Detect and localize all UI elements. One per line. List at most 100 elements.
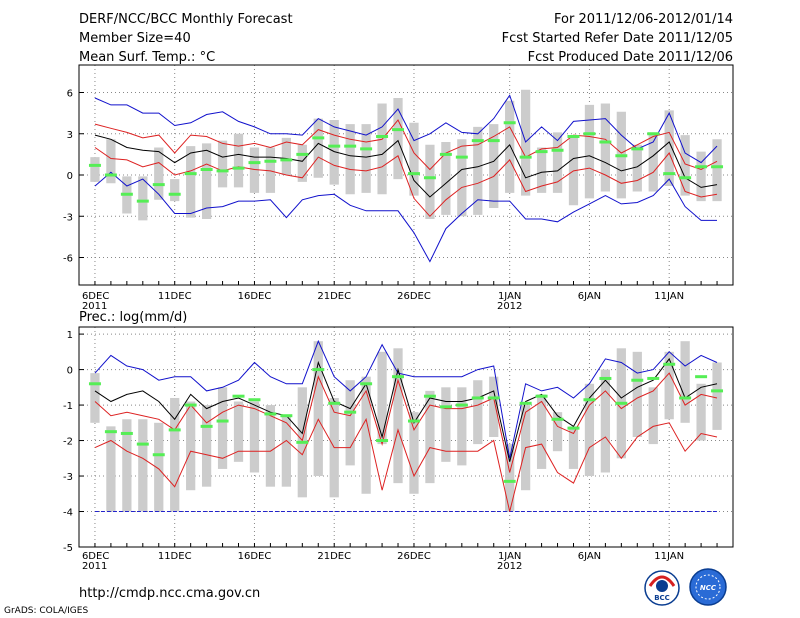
median-marker [296, 440, 309, 444]
spread-box [265, 147, 276, 193]
forecast-produced-date: Fcst Produced Date 2011/12/06 [528, 50, 733, 65]
median-marker [280, 414, 293, 418]
spread-box [233, 401, 244, 462]
median-marker [439, 405, 452, 409]
spread-box [489, 124, 499, 208]
y-tick-label: -6 [63, 254, 73, 265]
median-marker [232, 166, 245, 170]
spread-box [170, 179, 180, 202]
spread-box [281, 137, 291, 175]
spread-box [233, 133, 244, 188]
median-marker [280, 158, 293, 162]
median-marker [471, 396, 484, 400]
median-marker [535, 150, 548, 154]
spread-box [457, 139, 467, 217]
median-marker [312, 368, 325, 372]
spread-box [632, 351, 642, 437]
median-marker [120, 192, 133, 196]
series-line-max [94, 94, 718, 164]
median-marker [711, 389, 724, 393]
y-tick-label: -5 [63, 543, 73, 554]
spread-box [90, 373, 100, 423]
spread-box [552, 132, 563, 193]
spread-box [393, 348, 403, 484]
median-marker [535, 394, 548, 398]
median-marker [615, 401, 628, 405]
spread-box [489, 376, 499, 437]
median-marker [200, 168, 213, 171]
series-line-min [94, 417, 718, 512]
x-tick-label: 11JAN [654, 551, 684, 562]
ncc-logo-ring [689, 568, 727, 606]
median-marker [88, 382, 101, 386]
median-marker [631, 147, 644, 151]
median-marker [248, 398, 261, 402]
series-line-mean+1sd [94, 119, 718, 171]
median-marker [519, 155, 532, 159]
x-tick-label: 11DEC [158, 551, 192, 562]
spread-box [600, 103, 611, 192]
spread-box [441, 142, 451, 215]
bcc-logo: BCC [644, 570, 680, 606]
spread-box [696, 151, 706, 202]
median-marker [599, 140, 612, 144]
median-marker [360, 382, 373, 386]
spread-box [90, 157, 100, 182]
spread-box [536, 147, 547, 193]
median-marker [407, 172, 420, 176]
x-tick-label: 26DEC [397, 291, 431, 302]
median-marker [136, 442, 149, 446]
median-marker [184, 403, 197, 407]
x-tick-year-label: 2012 [497, 301, 522, 312]
median-marker [376, 135, 389, 138]
y-tick-label: -1 [63, 401, 73, 412]
spread-box [600, 369, 611, 473]
median-marker [104, 430, 117, 434]
y-tick-label: -3 [63, 212, 73, 223]
spread-box [297, 144, 307, 182]
spread-box [680, 135, 690, 196]
spread-box [393, 98, 403, 180]
median-marker [615, 154, 628, 158]
median-marker [136, 199, 149, 203]
spread-box [648, 387, 658, 445]
median-marker [264, 159, 277, 163]
x-tick-label: 6DEC [82, 551, 109, 562]
median-marker [407, 419, 420, 423]
x-tick-label: 1JAN [498, 551, 521, 562]
spread-box [632, 144, 642, 192]
spread-box [521, 89, 531, 196]
spread-box [568, 426, 579, 469]
median-marker [376, 439, 389, 443]
member-size-label: Member Size=40 [79, 31, 191, 46]
spread-box [457, 387, 467, 466]
spread-box [249, 147, 260, 193]
y-tick-label: -2 [63, 437, 73, 448]
median-marker [695, 165, 708, 169]
median-marker [663, 172, 676, 176]
median-marker [423, 394, 436, 398]
median-marker [344, 144, 357, 148]
spread-box [425, 390, 435, 484]
spread-box [361, 124, 371, 193]
series-line-mean-1sd [94, 372, 718, 473]
website-url[interactable]: http://cmdp.ncc.cma.gov.cn [79, 586, 260, 601]
spread-box [138, 419, 148, 512]
x-tick-label: 16DEC [238, 291, 272, 302]
series-line-max [94, 339, 718, 459]
median-marker [296, 152, 309, 156]
median-marker [152, 453, 165, 457]
median-marker [312, 136, 325, 140]
x-tick-label: 11DEC [158, 291, 192, 302]
ncc-logo-inner [695, 574, 721, 600]
median-marker [344, 410, 357, 414]
median-marker [487, 139, 500, 143]
median-marker [360, 147, 373, 151]
bcc-logo-arc [648, 575, 676, 587]
spread-box [154, 147, 164, 200]
median-marker [503, 121, 516, 125]
median-marker [567, 135, 580, 138]
median-marker [567, 426, 580, 430]
x-tick-label: 6DEC [82, 291, 109, 302]
y-tick-label: 0 [67, 171, 73, 182]
